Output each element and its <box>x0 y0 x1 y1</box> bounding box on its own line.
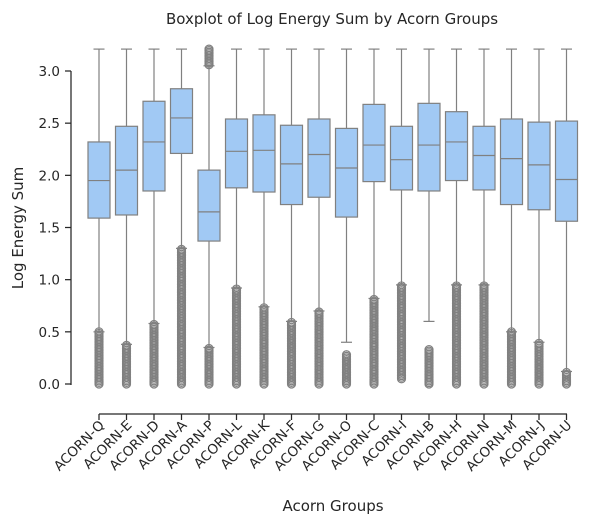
flier-point <box>176 379 187 389</box>
y-tick-label: 2.0 <box>39 168 60 184</box>
flier-point <box>534 379 544 389</box>
y-tick-label: 1.5 <box>39 221 60 237</box>
iqr-box <box>252 114 276 193</box>
flier-point <box>396 374 407 384</box>
y-tick-label: 3.0 <box>39 64 60 80</box>
y-ticks: 0.0 0.5 1.0 1.5 2.0 2.5 3.0 <box>39 64 71 393</box>
flier-point <box>506 379 517 389</box>
iqr-box <box>362 103 386 183</box>
iqr-box <box>417 102 441 192</box>
iqr-box <box>499 118 524 206</box>
flier-point <box>561 379 572 389</box>
flier-point <box>149 379 159 389</box>
box-group-acorn-g <box>307 48 331 389</box>
box-group-acorn-c <box>362 48 386 389</box>
flier-point <box>259 379 269 389</box>
iqr-box <box>527 121 551 211</box>
flier-point <box>369 379 379 389</box>
box-group-acorn-j <box>527 48 551 389</box>
iqr-box <box>197 169 221 242</box>
box-group-acorn-e <box>114 48 139 389</box>
box-group-acorn-m <box>499 48 524 389</box>
iqr-box <box>334 127 359 218</box>
box-group-acorn-b <box>417 48 441 389</box>
flier-point <box>94 379 104 389</box>
flier-point <box>314 379 324 389</box>
box-group-acorn-p <box>197 44 221 389</box>
box-group-acorn-u <box>554 48 579 389</box>
iqr-box <box>472 125 496 191</box>
y-axis-label: Log Energy Sum <box>9 167 27 289</box>
box-group-acorn-i <box>389 48 414 384</box>
y-tick-label: 1.0 <box>39 273 60 289</box>
box-group-acorn-q <box>87 48 111 389</box>
flier-point <box>286 379 297 389</box>
box-group-acorn-l <box>224 48 249 389</box>
iqr-box <box>224 118 249 189</box>
box-group-acorn-n <box>472 48 496 389</box>
box-group-acorn-a <box>169 48 194 389</box>
iqr-box <box>142 100 166 192</box>
flier-point <box>231 379 242 389</box>
y-tick-label: 0.5 <box>39 325 60 341</box>
flier-point <box>424 379 434 389</box>
chart-title: Boxplot of Log Energy Sum by Acorn Group… <box>166 10 498 28</box>
plot-area <box>87 44 579 389</box>
iqr-box <box>554 120 579 222</box>
x-ticks: ACORN-QACORN-EACORN-DACORN-AACORN-PACORN… <box>51 414 575 475</box>
x-axis-label: Acorn Groups <box>282 497 383 515</box>
box-group-acorn-f <box>279 48 304 389</box>
flier-point <box>479 379 489 389</box>
flier-point <box>121 379 132 389</box>
iqr-box <box>279 124 304 206</box>
box-group-acorn-d <box>142 48 166 389</box>
flier-point <box>451 379 462 389</box>
y-tick-label: 0.0 <box>39 377 60 393</box>
box-group-acorn-h <box>444 48 469 389</box>
iqr-box <box>389 125 414 191</box>
box-group-acorn-o <box>334 48 359 389</box>
flier-point <box>204 379 214 389</box>
iqr-box <box>307 118 331 198</box>
iqr-box <box>444 111 469 182</box>
box-group-acorn-k <box>252 48 276 389</box>
flier-point <box>341 379 352 389</box>
y-tick-label: 2.5 <box>39 116 60 132</box>
iqr-box <box>169 88 194 155</box>
